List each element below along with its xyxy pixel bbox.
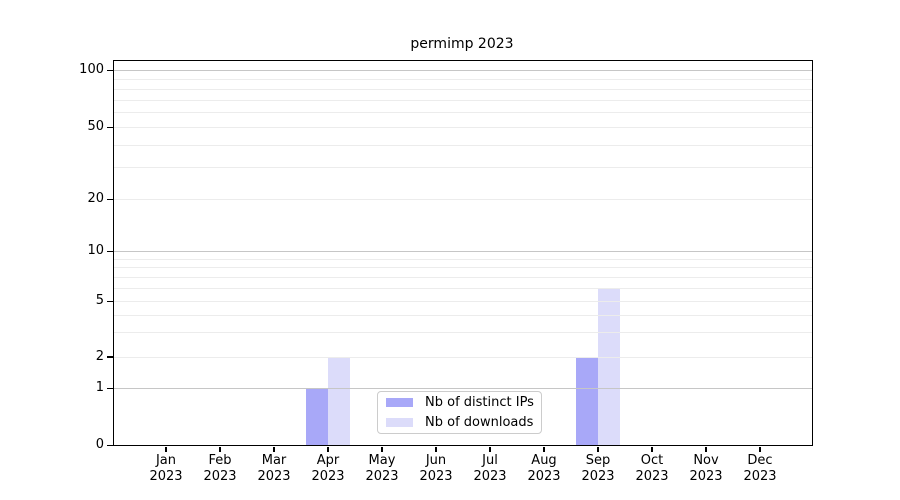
legend-swatch-downloads xyxy=(386,417,413,427)
x-tick-label: Sep 2023 xyxy=(581,453,615,484)
gridline-minor xyxy=(114,276,812,278)
gridline-minor xyxy=(114,167,812,169)
x-tick-mark xyxy=(327,446,329,452)
chart-title: permimp 2023 xyxy=(410,36,514,52)
gridline-minor xyxy=(114,356,812,358)
gridline-minor xyxy=(114,79,812,81)
y-tick-mark xyxy=(107,69,113,72)
gridline-minor xyxy=(114,301,812,302)
y-tick-label: 50 xyxy=(87,119,104,134)
gridline-minor xyxy=(114,88,812,90)
gridline-minor xyxy=(114,127,812,128)
x-tick-label: Jun 2023 xyxy=(419,453,453,484)
gridline-major xyxy=(114,251,812,252)
x-tick-label: Mar 2023 xyxy=(257,453,291,484)
x-tick-label: Dec 2023 xyxy=(743,453,777,484)
x-tick-mark xyxy=(435,446,437,452)
gridline-minor xyxy=(114,267,812,269)
legend: Nb of distinct IPs Nb of downloads xyxy=(377,391,542,434)
gridline-major xyxy=(114,388,812,389)
legend-swatch-distinct-ips xyxy=(386,398,413,408)
legend-label-distinct-ips: Nb of distinct IPs xyxy=(425,395,534,411)
y-tick-mark xyxy=(107,250,113,252)
y-tick-label: 20 xyxy=(87,191,104,206)
y-tick-mark xyxy=(107,300,113,302)
y-tick-mark xyxy=(107,444,113,446)
x-tick-mark xyxy=(705,446,707,452)
y-tick-label: 5 xyxy=(95,293,104,308)
x-tick-label: Jul 2023 xyxy=(473,453,507,484)
x-tick-mark xyxy=(759,446,761,452)
legend-label-downloads: Nb of downloads xyxy=(425,414,534,430)
x-tick-label: Oct 2023 xyxy=(635,453,669,484)
gridline-minor xyxy=(114,258,812,260)
y-tick-label: 10 xyxy=(87,243,104,258)
y-tick-label: 1 xyxy=(95,380,104,395)
x-tick-mark xyxy=(489,446,491,452)
x-tick-mark xyxy=(597,446,599,452)
gridline-major xyxy=(114,70,812,72)
plot-area: 0 1 2 5 10 20 50 100 Jan 2023 Feb 2023 Mar 2023 Apr… xyxy=(79,60,813,484)
legend-item-distinct-ips: Nb of distinct IPs xyxy=(384,394,535,412)
bar-distinct-ips-sep xyxy=(576,357,598,445)
x-tick-mark xyxy=(165,446,167,452)
x-tick-label: Nov 2023 xyxy=(689,453,723,484)
y-tick-label: 100 xyxy=(79,62,104,78)
gridline-minor xyxy=(114,287,812,289)
x-tick-mark xyxy=(219,446,221,452)
y-tick-mark xyxy=(107,126,113,128)
legend-item-downloads: Nb of downloads xyxy=(384,414,535,432)
x-tick-label: Jan 2023 xyxy=(149,453,183,484)
gridline-minor xyxy=(114,332,812,334)
x-tick-mark xyxy=(381,446,383,452)
y-tick-mark xyxy=(107,356,113,358)
x-tick-label: Feb 2023 xyxy=(203,453,237,484)
gridline-minor xyxy=(114,314,812,316)
x-tick-label: Aug 2023 xyxy=(527,453,561,484)
y-tick-label: 0 xyxy=(95,437,104,452)
bar-downloads-sep xyxy=(598,287,620,445)
y-tick-label: 2 xyxy=(95,348,104,364)
bar-downloads-apr xyxy=(328,357,350,445)
y-tick-mark xyxy=(107,198,113,200)
x-tick-mark xyxy=(543,446,545,452)
y-tick-mark xyxy=(107,387,113,389)
gridline-minor xyxy=(114,199,812,200)
x-tick-mark xyxy=(651,446,653,452)
x-tick-mark xyxy=(273,446,275,452)
x-tick-label: May 2023 xyxy=(365,453,399,484)
bar-distinct-ips-apr xyxy=(306,388,328,445)
x-tick-label: Apr 2023 xyxy=(311,453,345,484)
gridline-minor xyxy=(114,99,812,101)
gridline-minor xyxy=(114,144,812,146)
gridline-minor xyxy=(114,112,812,114)
